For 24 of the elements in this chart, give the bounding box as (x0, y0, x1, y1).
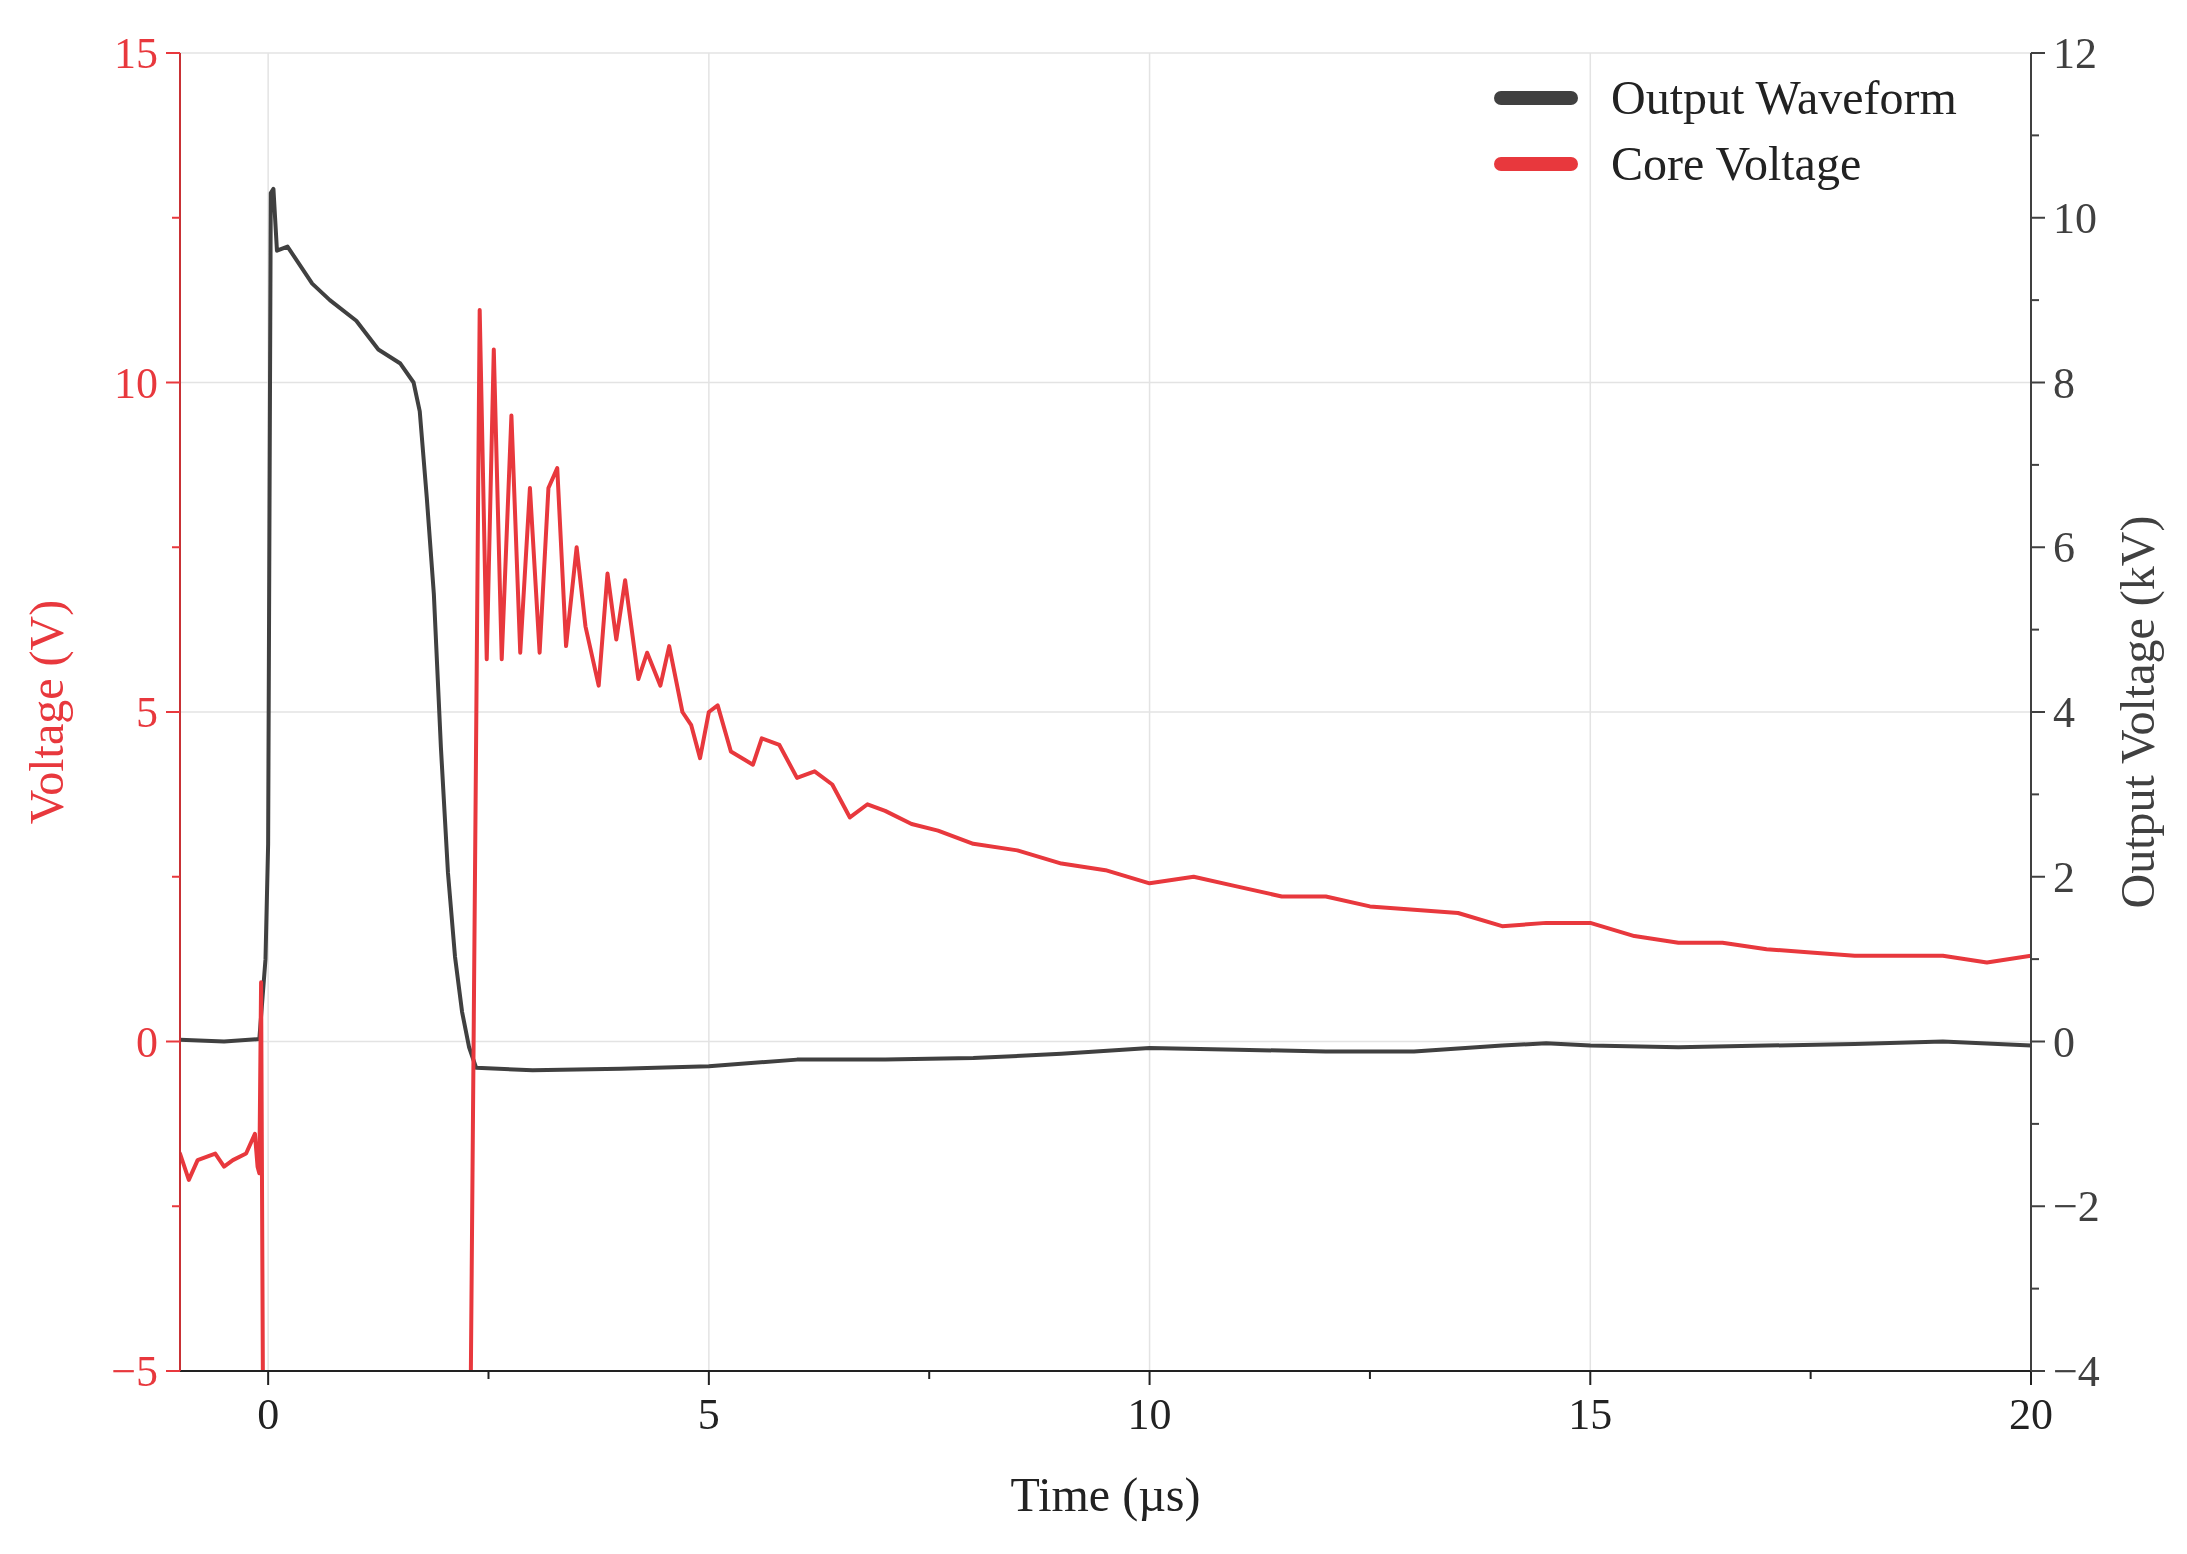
legend-label: Output Waveform (1611, 71, 1957, 124)
x-tick-label: 15 (1568, 1390, 1613, 1439)
y2-tick-label: 0 (2053, 1017, 2075, 1067)
y2-tick-label: 8 (2053, 358, 2075, 408)
x-tick-label: 20 (2009, 1390, 2053, 1439)
x-tick-label: 10 (1127, 1390, 1172, 1439)
y2-tick-label: −4 (2053, 1347, 2100, 1396)
x-tick-label: 0 (257, 1390, 280, 1439)
y2-tick-label: 12 (2053, 29, 2097, 78)
y2-tick-label: 2 (2053, 852, 2075, 902)
y-tick-label: 0 (136, 1017, 158, 1067)
y2-tick-label: 4 (2053, 688, 2075, 737)
x-tick-label: 5 (697, 1390, 720, 1439)
y-tick-label: −5 (111, 1347, 158, 1396)
y2-axis-title: Output Voltage (kV) (2111, 515, 2165, 909)
y2-tick-label: −2 (2053, 1182, 2100, 1232)
y-tick-label: 15 (114, 29, 158, 78)
legend-label: Core Voltage (1611, 137, 1862, 190)
y2-tick-label: 10 (2053, 193, 2097, 243)
y-tick-label: 10 (114, 358, 158, 408)
x-axis-title: Time (µs) (1010, 1468, 1201, 1522)
y2-tick-label: 6 (2053, 523, 2075, 573)
y-axis-title: Voltage (V) (20, 599, 74, 825)
y-tick-label: 5 (136, 688, 158, 737)
